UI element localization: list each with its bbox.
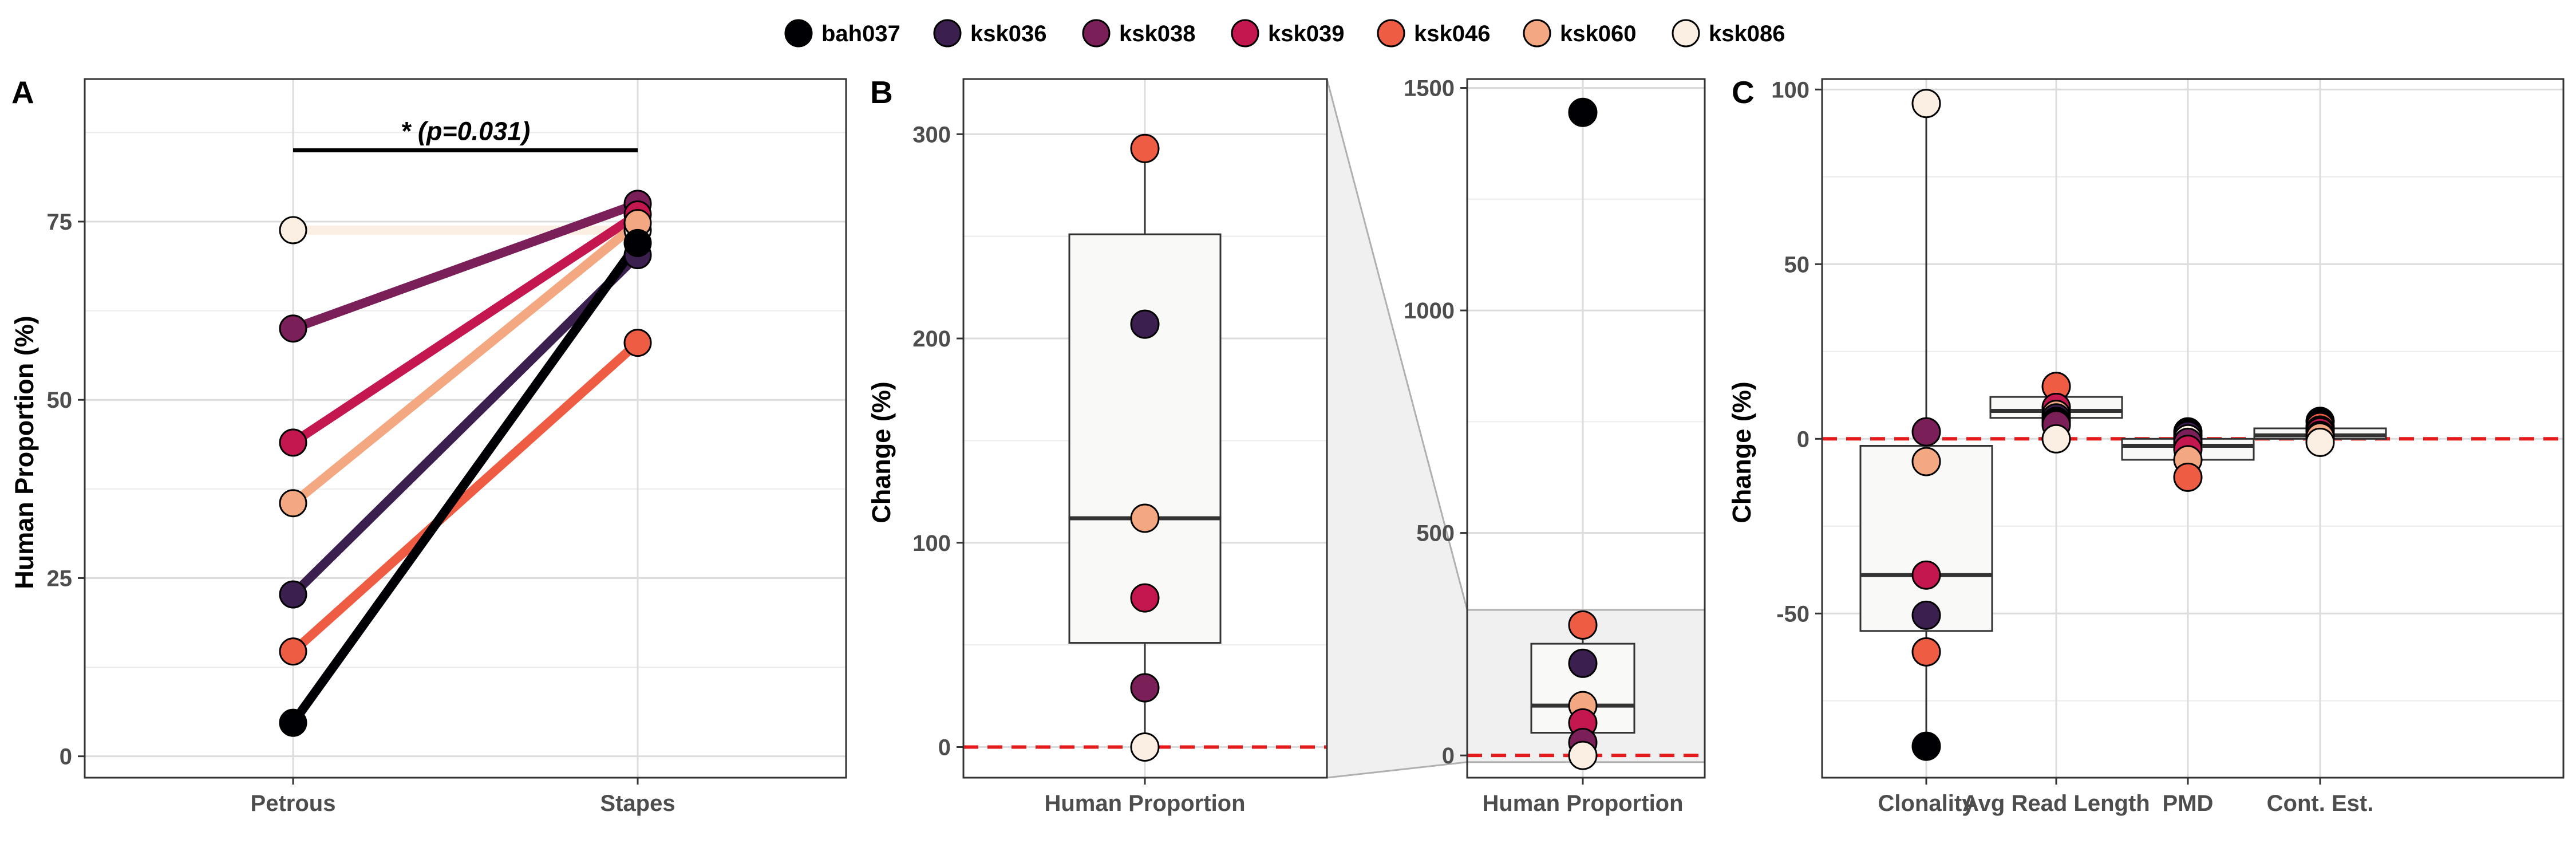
panel-c-clonality-point-bah037 <box>1911 731 1941 761</box>
panel-b-right-y-tick-label-1: 500 <box>1416 521 1455 546</box>
panel-b-left-point-ksk086 <box>1130 732 1160 762</box>
panel-b-right-x-tick-label-0: Human Proportion <box>1482 791 1683 816</box>
line-bah037 <box>289 238 642 728</box>
panel-b-left-y-tick-label-1: 100 <box>912 531 951 556</box>
line-ksk039 <box>289 210 642 447</box>
point-ksk046-petrous <box>279 637 307 666</box>
point-ksk086-petrous <box>279 216 307 245</box>
panel-b-right-plot: 0 500 1000 1500 Human Proportion <box>1404 76 1706 816</box>
panel-b-left-box <box>1068 233 1222 644</box>
panel-c-clonality-point-ksk060 <box>1911 447 1941 476</box>
line-ksk038 <box>289 199 642 333</box>
panel-c-tag: C <box>1732 74 1755 110</box>
significance-label: * (p=0.031) <box>401 116 530 145</box>
panel-c-clonality-box <box>1859 445 1993 632</box>
panel-b-left-point-ksk038 <box>1130 673 1160 703</box>
point-ksk046-stapes <box>623 329 652 357</box>
panel-a-panel-border <box>84 78 847 779</box>
panel-a-x-tick-label-1: Stapes <box>600 791 675 816</box>
panel-b-left-y-tick-label-3: 300 <box>912 122 951 147</box>
panel-c-cont-est-point-ksk086 <box>2305 427 2335 457</box>
legend-marker-bah037 <box>784 19 813 48</box>
legend-label-ksk060: ksk060 <box>1560 21 1636 46</box>
legend-label-ksk046: ksk046 <box>1414 21 1490 46</box>
panel-c-pmd-point-ksk046 <box>2173 462 2203 492</box>
panel-b-right-y-tick-label-2: 1000 <box>1404 298 1455 324</box>
panel-b-left-point-ksk046 <box>1130 133 1160 163</box>
legend: bah037 ksk036 ksk038 ksk039 ksk046 ksk060 ksk0… <box>784 19 1785 48</box>
panel-b-right-point-ksk036 <box>1568 648 1598 678</box>
panel-c-clonality-point-ksk036 <box>1911 600 1941 630</box>
legend-marker-ksk036 <box>933 19 962 48</box>
panel-a-y-tick-label-0: 0 <box>60 744 72 770</box>
legend-label-ksk038: ksk038 <box>1119 21 1195 46</box>
line-ksk036 <box>289 250 642 600</box>
legend-label-bah037: bah037 <box>821 21 900 46</box>
panel-c-y-axis-title: Change (%) <box>1727 381 1756 523</box>
panel-c-clonality-point-ksk086 <box>1911 89 1941 119</box>
panel-b-right-panel-border <box>1466 78 1706 779</box>
panel-a-plot: 0 25 50 75 Petrous Stapes * (p=0.031) <box>47 78 847 816</box>
panel-c-x-tick-label-0: Clonality <box>1878 791 1976 816</box>
panel-c-y-tick-label-2: 50 <box>1784 252 1810 277</box>
panel-b-left-point-ksk060 <box>1130 503 1160 533</box>
legend-label-ksk036: ksk036 <box>970 21 1046 46</box>
panel-a-tag: A <box>11 74 34 110</box>
panel-b-left-y-tick-label-2: 200 <box>912 326 951 352</box>
panel-b-right-y-tick-label-3: 1500 <box>1404 76 1455 101</box>
legend-label-ksk039: ksk039 <box>1268 21 1344 46</box>
panel-b-zoom-band <box>1326 78 1468 779</box>
panel-c-y-tick-label-3: 100 <box>1771 77 1809 103</box>
zoom-connector-bottom-edge <box>1326 761 1468 779</box>
panel-b-left-point-ksk036 <box>1130 309 1160 339</box>
point-bah037-stapes <box>623 228 652 257</box>
legend-marker-ksk060 <box>1523 19 1551 48</box>
panel-b-left-plot: 0 100 200 300 Human Proportion <box>912 78 1328 816</box>
point-bah037-petrous <box>279 708 307 737</box>
panel-b-right-point-ksk086 <box>1568 740 1598 770</box>
legend-marker-ksk086 <box>1672 19 1700 48</box>
panel-c-panel-border <box>1821 78 2565 779</box>
panel-b-left-y-tick-label-0: 0 <box>938 735 951 760</box>
zoom-connector <box>1327 79 1467 778</box>
panel-b-left-x-tick-label-0: Human Proportion <box>1044 791 1245 816</box>
panel-c-clonality-point-ksk039 <box>1911 560 1941 590</box>
panel-b-tag: B <box>870 74 893 110</box>
legend-marker-ksk039 <box>1231 19 1259 48</box>
legend-marker-ksk038 <box>1082 19 1111 48</box>
panel-b-y-axis-title: Change (%) <box>867 381 896 523</box>
point-ksk039-petrous <box>279 428 307 457</box>
panel-b-right-point-ksk046 <box>1568 610 1598 640</box>
panel-a-y-tick-label-3: 75 <box>47 210 73 235</box>
line-ksk060 <box>289 218 642 508</box>
panel-c-y-tick-label-0: -50 <box>1776 601 1809 626</box>
panel-b-left-panel-border <box>962 78 1328 779</box>
panel-a-y-tick-label-1: 25 <box>47 566 73 591</box>
line-ksk046 <box>289 338 642 656</box>
panel-a-y-axis-title: Human Proportion (%) <box>10 316 39 589</box>
point-ksk036-petrous <box>279 580 307 609</box>
panel-c-x-tick-label-1: Avg Read Length <box>1962 791 2150 816</box>
panel-c-avg-read-length-point-ksk086 <box>2041 424 2071 454</box>
panel-c-clonality-point-ksk038 <box>1911 417 1941 447</box>
legend-label-ksk086: ksk086 <box>1709 21 1785 46</box>
panel-c-clonality-point-ksk046 <box>1911 637 1941 667</box>
panel-a-y-tick-label-2: 50 <box>47 388 73 413</box>
zoom-connector-top-edge <box>1326 78 1468 610</box>
panel-a-x-tick-label-0: Petrous <box>251 791 336 816</box>
point-ksk060-petrous <box>279 489 307 518</box>
panel-a: A Human Proportion (%) 0 25 50 75 Petrous Sta… <box>10 74 847 816</box>
panel-b-left-point-ksk039 <box>1130 583 1160 613</box>
panel-b-right-y-tick-label-0: 0 <box>1442 743 1455 769</box>
panel-c-x-tick-label-2: PMD <box>2163 791 2214 816</box>
panel-b-right-point-bah037 <box>1568 97 1598 127</box>
panel-c-y-tick-label-1: 0 <box>1797 427 1809 452</box>
legend-marker-ksk046 <box>1377 19 1405 48</box>
panel-c-x-tick-label-3: Cont. Est. <box>2267 791 2374 816</box>
point-ksk038-petrous <box>279 314 307 343</box>
